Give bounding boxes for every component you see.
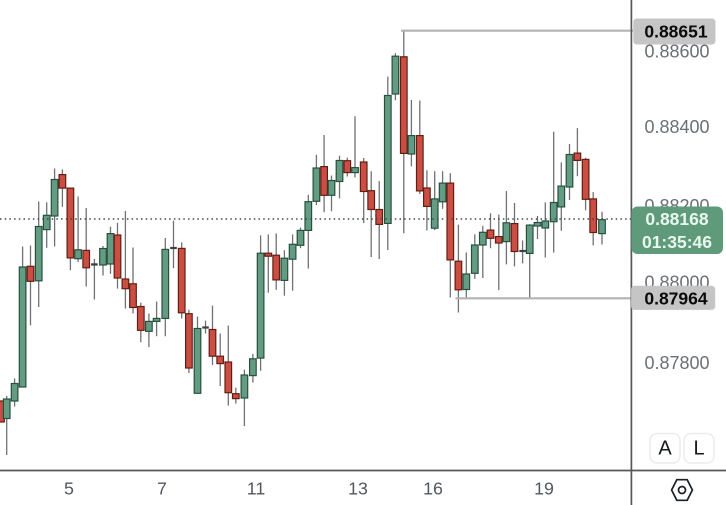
svg-text:7: 7 [157, 478, 167, 498]
svg-text:0.88168: 0.88168 [645, 209, 709, 229]
svg-text:16: 16 [423, 478, 443, 498]
svg-text:0.87964: 0.87964 [644, 288, 708, 308]
svg-text:19: 19 [534, 478, 554, 498]
svg-text:0.88600: 0.88600 [644, 42, 709, 62]
svg-text:0.88400: 0.88400 [644, 117, 709, 137]
svg-text:0.88651: 0.88651 [644, 22, 708, 42]
svg-text:5: 5 [64, 478, 74, 498]
svg-text:11: 11 [247, 478, 266, 498]
svg-text:A: A [658, 438, 672, 460]
svg-text:13: 13 [348, 478, 368, 498]
svg-text:0.87800: 0.87800 [644, 353, 709, 373]
svg-text:L: L [693, 438, 704, 460]
svg-text:01:35:46: 01:35:46 [642, 232, 712, 252]
